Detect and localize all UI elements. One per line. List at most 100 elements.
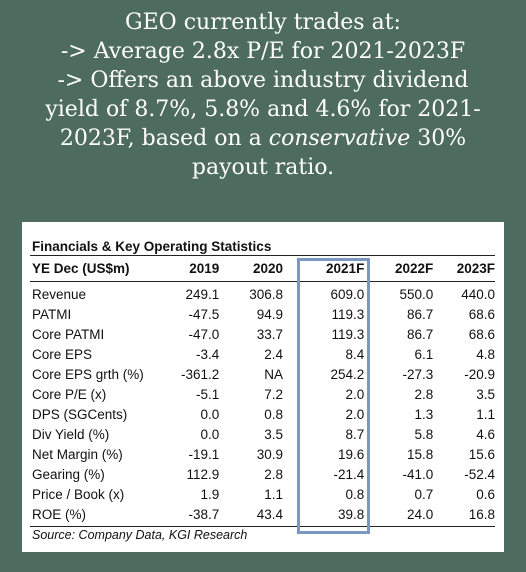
headline-line-2: -> Average 2.8x P/E for 2021-2023F: [60, 39, 466, 64]
table-cell: 1.1: [476, 407, 495, 422]
headline-line-3: -> Offers an above industry dividend: [57, 68, 469, 93]
table-cell: 119.3: [331, 327, 365, 342]
table-cell: -47.5: [188, 307, 220, 322]
table-header-row: YE Dec (US$m) 2019 2020 2021F 2022F 2023…: [30, 256, 495, 282]
table-cell: NA: [264, 367, 284, 382]
table-row: Core EPS -3.4 2.4 8.4 6.1 4.8: [30, 345, 495, 365]
headline-line-4: yield of 8.7%, 5.8% and 4.6% for 2021-: [45, 97, 481, 122]
table-cell: 3.5: [264, 427, 284, 442]
source-note: Source: Company Data, KGI Research: [30, 526, 495, 545]
table-row: PATMI -47.5 94.9 119.3 86.7 68.6: [30, 305, 495, 325]
table-cell: 24.0: [406, 507, 434, 522]
row-label: DPS (SGCents): [32, 407, 128, 422]
table-cell: -3.4: [196, 347, 220, 362]
table-cell: -19.1: [188, 447, 220, 462]
table-cell: -5.1: [196, 387, 220, 402]
table-cell: 15.8: [406, 447, 434, 462]
row-label: PATMI: [32, 307, 72, 322]
table-cell: -361.2: [180, 367, 220, 382]
table-cell: 43.4: [256, 507, 284, 522]
row-label: Core P/E (x): [32, 387, 107, 402]
table-cell: 4.8: [476, 347, 495, 362]
table-cell: 86.7: [406, 327, 434, 342]
table-cell: 2.4: [264, 347, 284, 362]
financials-panel: Financials & Key Operating Statistics YE…: [22, 222, 504, 552]
table-cell: 68.6: [468, 327, 495, 342]
row-label: Revenue: [32, 287, 87, 302]
table-cell: 8.4: [345, 347, 365, 362]
header-cell: 2023F: [433, 256, 495, 282]
table-cell: 0.6: [476, 487, 495, 502]
header-cell: 2022F: [364, 256, 434, 282]
table-cell: 440.0: [461, 287, 495, 302]
table-row: Revenue 249.1 306.8 609.0 550.0 440.0: [30, 282, 495, 306]
headline-line-5-pre: 2023F, based on a: [59, 126, 269, 151]
table-cell: 0.8: [345, 487, 365, 502]
table-row: Div Yield (%) 0.0 3.5 8.7 5.8 4.6: [30, 425, 495, 445]
header-cell: 2020: [219, 256, 284, 282]
row-label: Core EPS grth (%): [32, 367, 144, 382]
table-cell: 3.5: [476, 387, 495, 402]
table-title: Financials & Key Operating Statistics: [30, 238, 495, 256]
table-row: Gearing (%) 112.9 2.8 -21.4 -41.0 -52.4: [30, 465, 495, 485]
header-cell: YE Dec (US$m): [30, 256, 166, 282]
table-cell: 30.9: [256, 447, 284, 462]
table-cell: 15.6: [468, 447, 495, 462]
table-cell: 1.3: [414, 407, 434, 422]
table-cell: 2.0: [345, 407, 365, 422]
table-cell: -20.9: [464, 367, 495, 382]
row-label: Net Margin (%): [32, 447, 123, 462]
table-cell: 0.7: [414, 487, 434, 502]
row-label: Core PATMI: [32, 327, 105, 342]
table-cell: 19.6: [338, 447, 365, 462]
table-cell: -52.4: [464, 467, 495, 482]
row-label: Price / Book (x): [32, 487, 125, 502]
headline-line-5: 2023F, based on a conservative 30%: [0, 124, 526, 153]
table-cell: 306.8: [249, 287, 284, 302]
table-row: Core P/E (x) -5.1 7.2 2.0 2.8 3.5: [30, 385, 495, 405]
table-cell: 550.0: [399, 287, 434, 302]
table-cell: 0.0: [200, 427, 220, 442]
table-cell: 254.2: [330, 367, 365, 382]
table-cell: 1.9: [200, 487, 220, 502]
table-cell: -47.0: [188, 327, 220, 342]
table-cell: 1.1: [264, 487, 284, 502]
headline-line-6: payout ratio.: [191, 155, 335, 180]
table-cell: 68.6: [468, 307, 495, 322]
table-cell: 7.2: [264, 387, 284, 402]
row-label: Gearing (%): [32, 467, 105, 482]
table-cell: 33.7: [256, 327, 284, 342]
table-cell: 94.9: [256, 307, 284, 322]
table-row: ROE (%) -38.7 43.4 39.8 24.0 16.8: [30, 505, 495, 525]
table-cell: 16.8: [468, 507, 495, 522]
table-cell: 39.8: [338, 507, 365, 522]
headline: GEO currently trades at: -> Average 2.8x…: [0, 8, 526, 182]
table-cell: 86.7: [406, 307, 434, 322]
table-cell: 6.1: [414, 347, 434, 362]
table-cell: 609.0: [330, 287, 365, 302]
header-cell: 2021F: [283, 256, 365, 282]
headline-line-1: GEO currently trades at:: [125, 10, 401, 35]
table-cell: -41.0: [402, 467, 434, 482]
table-cell: -27.3: [402, 367, 434, 382]
table-cell: 2.0: [345, 387, 365, 402]
table-row: Core PATMI -47.0 33.7 119.3 86.7 68.6: [30, 325, 495, 345]
table-row: Net Margin (%) -19.1 30.9 19.6 15.8 15.6: [30, 445, 495, 465]
table-cell: 119.3: [331, 307, 365, 322]
table-cell: 4.6: [476, 427, 495, 442]
table-cell: -38.7: [188, 507, 220, 522]
row-label: Core EPS: [32, 347, 93, 362]
table-row: Core EPS grth (%) -361.2 NA 254.2 -27.3 -20.9: [30, 365, 495, 385]
table-cell: 2.8: [264, 467, 284, 482]
table-row: Price / Book (x) 1.9 1.1 0.8 0.7 0.6: [30, 485, 495, 505]
header-cell: 2019: [165, 256, 220, 282]
table-cell: 5.8: [414, 427, 434, 442]
table-cell: 0.8: [264, 407, 284, 422]
table-body: Revenue 249.1 306.8 609.0 550.0 440.0 PATMI -47…: [30, 282, 495, 526]
headline-emphasis: conservative: [268, 126, 411, 151]
table-cell: 0.0: [200, 407, 220, 422]
table-cell: 112.9: [186, 467, 220, 482]
row-label: Div Yield (%): [32, 427, 110, 442]
headline-line-5-post: 30%: [410, 126, 467, 151]
table-cell: 249.1: [185, 287, 220, 302]
